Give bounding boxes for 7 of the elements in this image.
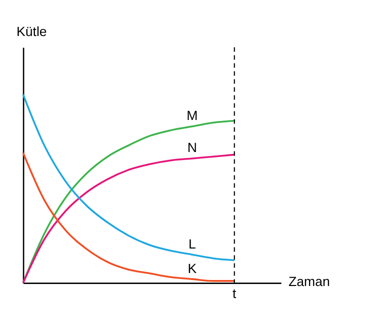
- y-axis-title: Kütle: [16, 24, 47, 40]
- series-label: L: [188, 236, 196, 252]
- x-axis-title: Zaman: [288, 274, 330, 289]
- text: t: [232, 286, 237, 301]
- series-label: K: [188, 260, 197, 276]
- series-label: N: [187, 140, 197, 156]
- series-label: M: [186, 108, 198, 124]
